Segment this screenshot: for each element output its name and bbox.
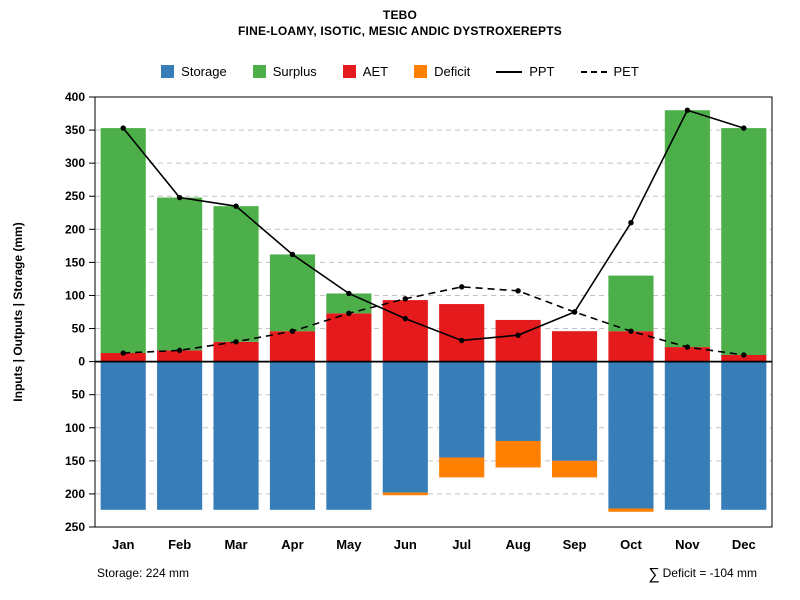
aet-swatch-icon (342, 65, 356, 78)
legend-item-surplus: Surplus (252, 64, 317, 79)
svg-text:May: May (336, 537, 362, 552)
svg-text:50: 50 (72, 388, 86, 402)
svg-text:250: 250 (65, 189, 85, 203)
legend-item-deficit: Deficit (414, 64, 470, 79)
legend-label-pet: PET (613, 64, 639, 79)
chart-title: TEBO (382, 8, 418, 22)
legend-item-pet: PET (580, 64, 639, 79)
legend: Storage Surplus AET Deficit PPT PET (0, 64, 800, 79)
sigma-symbol: ∑ (648, 566, 660, 583)
svg-text:Sep: Sep (563, 537, 587, 552)
surplus-swatch-icon (252, 65, 266, 78)
svg-text:Jan: Jan (112, 537, 134, 552)
svg-text:Mar: Mar (224, 537, 247, 552)
ppt-line-icon (496, 70, 523, 73)
svg-text:Feb: Feb (168, 537, 191, 552)
legend-item-ppt: PPT (496, 64, 555, 79)
deficit-note: ∑ Deficit = -104 mm (648, 566, 757, 583)
legend-label-deficit: Deficit (434, 64, 471, 79)
svg-text:400: 400 (65, 90, 85, 104)
svg-text:100: 100 (65, 421, 85, 435)
svg-text:Dec: Dec (732, 537, 756, 552)
deficit-swatch-icon (414, 65, 428, 78)
legend-label-surplus: Surplus (272, 64, 317, 79)
chart-subtitle: FINE-LOAMY, ISOTIC, MESIC ANDIC DYSTROXE… (238, 24, 562, 38)
svg-text:Jul: Jul (452, 537, 471, 552)
svg-text:150: 150 (65, 454, 85, 468)
svg-text:250: 250 (65, 520, 85, 534)
svg-text:Inputs | Outputs | Storage (m: Inputs | Outputs | Storage (mm) (11, 222, 25, 401)
svg-text:350: 350 (65, 123, 85, 137)
legend-item-aet: AET (342, 64, 389, 79)
svg-text:100: 100 (65, 288, 85, 302)
svg-text:0: 0 (78, 355, 85, 369)
storage-swatch-icon (161, 65, 175, 78)
deficit-text: Deficit = -104 mm (662, 566, 757, 580)
svg-text:Oct: Oct (620, 537, 642, 552)
svg-text:300: 300 (65, 156, 85, 170)
svg-text:Jun: Jun (394, 537, 417, 552)
svg-text:Aug: Aug (505, 537, 530, 552)
legend-label-aet: AET (362, 64, 389, 79)
svg-text:50: 50 (72, 322, 86, 336)
legend-label-storage: Storage (181, 64, 227, 79)
storage-note: Storage: 224 mm (97, 566, 190, 580)
svg-text:200: 200 (65, 487, 85, 501)
pet-dashed-line-icon (580, 70, 607, 73)
svg-text:150: 150 (65, 255, 85, 269)
legend-item-storage: Storage (161, 64, 227, 79)
svg-text:Nov: Nov (675, 537, 700, 552)
legend-label-ppt: PPT (529, 64, 555, 79)
svg-text:200: 200 (65, 222, 85, 236)
svg-text:Apr: Apr (281, 537, 303, 552)
